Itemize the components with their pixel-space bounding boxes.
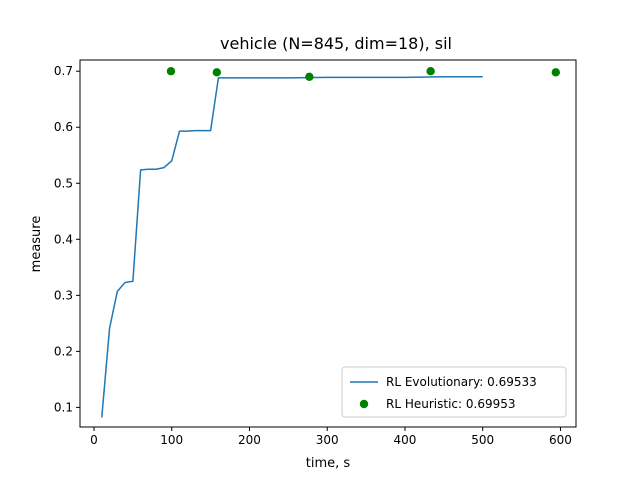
y-tick-label: 0.5 bbox=[54, 176, 73, 190]
chart-title: vehicle (N=845, dim=18), sil bbox=[220, 34, 452, 53]
scatter-point-rl-heuristic bbox=[426, 67, 435, 76]
y-tick-label: 0.1 bbox=[54, 400, 73, 414]
y-tick-label: 0.3 bbox=[54, 288, 73, 302]
scatter-point-rl-heuristic bbox=[166, 67, 176, 76]
x-tick-label: 500 bbox=[471, 433, 494, 447]
x-tick-label: 200 bbox=[238, 433, 261, 447]
scatter-point-rl-heuristic bbox=[212, 68, 222, 77]
legend-box bbox=[341, 366, 567, 418]
scatter-point-rl-heuristic bbox=[305, 72, 314, 82]
plot-area: 0 100 200 300 400 500 600 0.10.20.30.40.50.60.… bbox=[54, 59, 577, 447]
y-tick-label: 0.2 bbox=[54, 344, 73, 358]
y-tick-label: 0.4 bbox=[54, 232, 73, 246]
x-tick-label: 300 bbox=[316, 433, 339, 447]
x-tick-label: 0 bbox=[90, 433, 98, 447]
legend: RL Evolutionary: 0.69533 RL Heuristic: 0.… bbox=[341, 366, 567, 418]
axes-frame bbox=[79, 59, 577, 428]
scatter-point-rl-heuristic bbox=[551, 68, 560, 77]
legend-entry-label: RL Evolutionary: 0.69533 bbox=[386, 375, 537, 389]
y-axis-ticks: 0.1 0.2 0.3 0.4 0.5 0.6 0.7 bbox=[54, 64, 80, 414]
x-tick-label: 400 bbox=[394, 433, 417, 447]
x-axis-label: time, s bbox=[306, 456, 351, 471]
y-axis-label: measure bbox=[29, 216, 44, 273]
y-tick-label: 0.7 bbox=[54, 64, 73, 78]
x-tick-label: 100 bbox=[160, 433, 183, 447]
x-axis-ticks: 0 100 200 300 400 500 600 bbox=[90, 427, 572, 447]
x-tick-label: 600 bbox=[549, 433, 572, 447]
y-tick-label: 0.6 bbox=[54, 120, 73, 134]
legend-marker-swatch bbox=[359, 399, 369, 409]
series-line-rl-evolutionary bbox=[101, 76, 483, 418]
legend-entry-label: RL Heuristic: 0.69953 bbox=[386, 397, 516, 411]
series-layer bbox=[101, 67, 560, 418]
